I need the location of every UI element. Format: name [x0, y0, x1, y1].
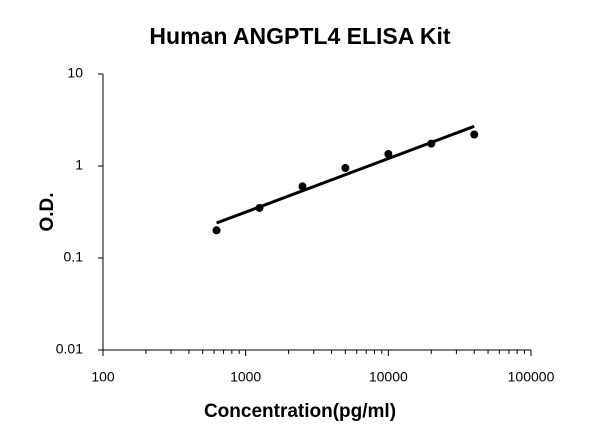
x-tick-label: 1000 — [230, 369, 261, 385]
x-tick-label: 10000 — [369, 369, 408, 385]
chart-title: Human ANGPTL4 ELISA Kit — [149, 23, 450, 49]
y-tick-label: 0.01 — [56, 341, 83, 357]
data-point — [255, 203, 264, 212]
data-point — [212, 226, 221, 235]
data-point — [298, 182, 307, 191]
x-axis-label: Concentration(pg/ml) — [204, 401, 396, 422]
data-point — [470, 130, 479, 139]
y-tick-label: 0.1 — [64, 249, 84, 265]
data-point — [384, 150, 393, 159]
data-point — [427, 139, 436, 148]
data-point — [341, 164, 350, 173]
y-tick-label: 1 — [75, 157, 83, 173]
trend-line — [216, 124, 475, 225]
y-tick-label: 10 — [67, 65, 83, 81]
x-tick-label: 100 — [91, 369, 115, 385]
x-tick-label: 100000 — [508, 369, 555, 385]
y-axis-label: O.D. — [37, 192, 58, 231]
